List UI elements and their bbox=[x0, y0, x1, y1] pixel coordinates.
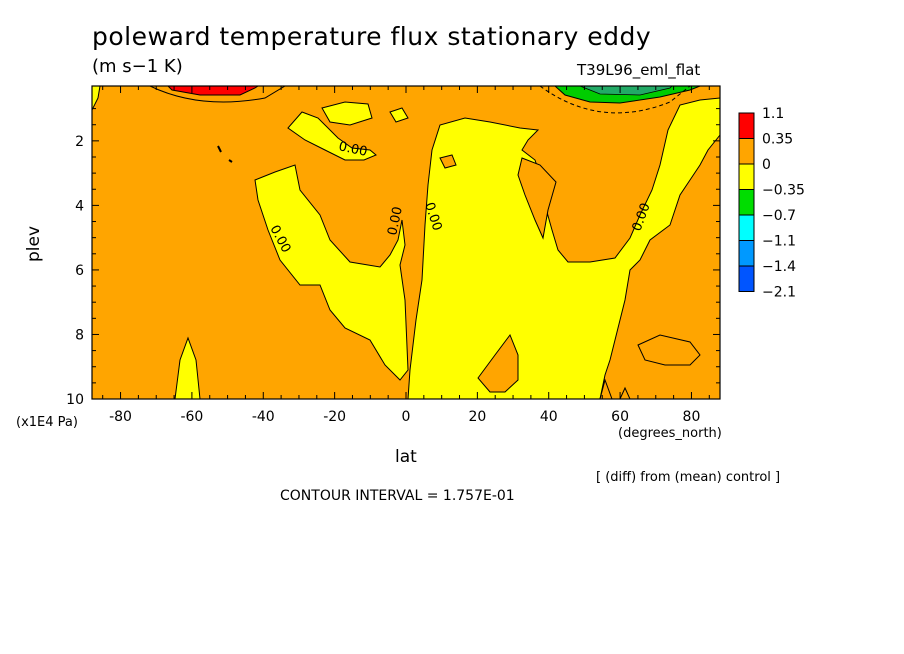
chart-title: poleward temperature flux stationary edd… bbox=[92, 22, 652, 51]
x-tick-label: -20 bbox=[323, 409, 346, 425]
color-legend: 1.1 0.35 0 −0.35 −0.7 −1.1 −1.4 −2.1 bbox=[738, 106, 805, 301]
y-tick-label: 2 bbox=[75, 134, 84, 150]
region-orange-island-2 bbox=[477, 333, 519, 393]
legend-swatch bbox=[738, 189, 755, 216]
legend-swatch bbox=[738, 163, 755, 190]
legend-label: −0.35 bbox=[762, 183, 805, 199]
legend-swatch bbox=[738, 112, 755, 139]
region-red-maximum bbox=[167, 86, 259, 96]
x-tick-label: -60 bbox=[180, 409, 203, 425]
y-axis: 2 4 6 8 10 bbox=[66, 108, 720, 408]
y-tick-label: 4 bbox=[75, 198, 84, 214]
legend-swatch bbox=[738, 240, 755, 267]
x-tick-label: -40 bbox=[252, 409, 275, 425]
plot-area bbox=[92, 86, 720, 399]
region-southern-upper bbox=[287, 111, 377, 161]
region-orange-island-3 bbox=[637, 334, 701, 366]
region-small-yellow-1 bbox=[321, 101, 373, 126]
region-orange-island-5 bbox=[439, 154, 457, 169]
region-orange-island-1 bbox=[517, 157, 557, 240]
chart-units: (m s−1 K) bbox=[92, 56, 183, 77]
legend-swatch bbox=[738, 265, 755, 292]
y-tick-label: 6 bbox=[75, 263, 84, 279]
contour-label: 0.00 bbox=[385, 205, 406, 236]
x-tick-label: 20 bbox=[468, 409, 486, 425]
legend-label: −0.7 bbox=[762, 208, 796, 224]
y-tick-label: 8 bbox=[75, 327, 84, 343]
x-tick-label: 60 bbox=[611, 409, 629, 425]
x-axis-label: lat bbox=[395, 447, 417, 467]
run-label: T39L96_eml_flat bbox=[577, 61, 701, 79]
x-tick-label: 80 bbox=[683, 409, 701, 425]
region-negative-core bbox=[579, 86, 673, 96]
x-tick-label: -80 bbox=[109, 409, 132, 425]
legend-swatch bbox=[738, 138, 755, 165]
x-tick-label: 0 bbox=[402, 409, 411, 425]
contour-interval: CONTOUR INTERVAL = 1.757E-01 bbox=[280, 488, 515, 504]
contour-small-marks bbox=[217, 145, 233, 163]
region-equatorial-band bbox=[407, 97, 720, 399]
region-southern-tongue bbox=[254, 164, 409, 381]
contour-label: 0.00 bbox=[337, 139, 368, 160]
legend-label: 0 bbox=[762, 157, 771, 173]
x-axis: -80 -60 -40 -20 0 20 40 60 80 bbox=[102, 86, 710, 425]
region-small-yellow-4 bbox=[174, 336, 201, 399]
x-tick-label: 40 bbox=[540, 409, 558, 425]
contour-ring-south bbox=[149, 86, 286, 103]
legend-label: −1.4 bbox=[762, 259, 796, 275]
contour-dashed-north bbox=[539, 86, 691, 114]
region-small-yellow-3 bbox=[92, 86, 101, 111]
x-axis-unit: (degrees_north) bbox=[618, 426, 722, 441]
diff-note: [ (diff) from (mean) control ] bbox=[596, 470, 781, 485]
legend-label: −2.1 bbox=[762, 285, 796, 301]
y-axis-unit: (x1E4 Pa) bbox=[16, 415, 78, 430]
legend-label: 1.1 bbox=[762, 106, 784, 122]
y-tick-label: 10 bbox=[66, 392, 84, 408]
legend-label: 0.35 bbox=[762, 132, 793, 148]
region-small-yellow-2 bbox=[389, 107, 409, 123]
region-orange-island-4 bbox=[599, 378, 631, 399]
legend-label: −1.1 bbox=[762, 234, 796, 250]
legend-swatch bbox=[738, 214, 755, 241]
